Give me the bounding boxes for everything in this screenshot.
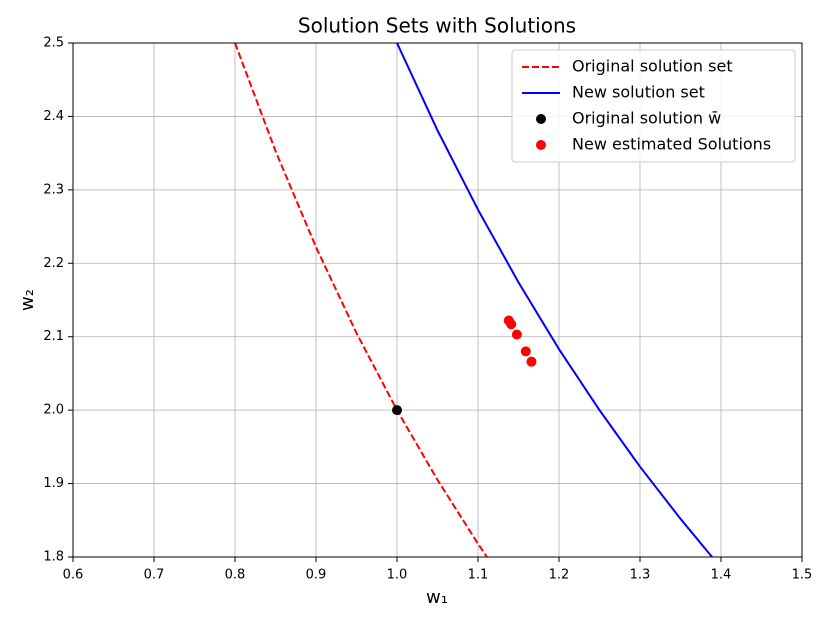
legend-box <box>511 49 796 163</box>
x-tick-label: 0.9 <box>306 568 327 583</box>
x-tick-label: 0.6 <box>63 568 84 583</box>
line <box>234 43 488 557</box>
y-axis-label: w₂ <box>17 289 38 311</box>
point <box>511 329 522 340</box>
x-tick-label: 0.8 <box>225 568 246 583</box>
plot-frame <box>72 42 803 558</box>
x-tick-label: 1.2 <box>549 568 570 583</box>
legend-label: Original solution set <box>572 57 733 76</box>
point <box>526 356 537 367</box>
chart-title: Solution Sets with Solutions <box>298 14 576 38</box>
y-tick-label: 2.4 <box>43 109 64 124</box>
y-tick-label: 1.8 <box>43 550 64 565</box>
x-axis-label: w₁ <box>426 587 448 608</box>
x-tick-label: 1.4 <box>711 568 732 583</box>
line <box>396 43 713 557</box>
legend-swatch <box>536 114 546 124</box>
y-tick-label: 1.9 <box>43 476 64 491</box>
legend-label: Original solution w̄ <box>572 109 721 128</box>
x-tick-label: 1.5 <box>792 568 813 583</box>
x-tick-label: 1.1 <box>468 568 489 583</box>
point <box>392 405 402 416</box>
x-tick-label: 1.0 <box>387 568 408 583</box>
point <box>520 346 531 357</box>
point <box>506 319 517 330</box>
y-tick-label: 2.1 <box>43 329 64 344</box>
y-tick-label: 2.3 <box>43 182 64 197</box>
y-tick-label: 2.0 <box>43 403 64 418</box>
legend-swatch <box>536 140 546 150</box>
y-tick-label: 2.2 <box>43 256 64 271</box>
x-tick-label: 0.7 <box>144 568 165 583</box>
x-tick-label: 1.3 <box>630 568 651 583</box>
y-tick-label: 2.5 <box>43 36 64 51</box>
legend-label: New solution set <box>572 83 705 102</box>
legend-label: New estimated Solutions <box>572 135 771 154</box>
